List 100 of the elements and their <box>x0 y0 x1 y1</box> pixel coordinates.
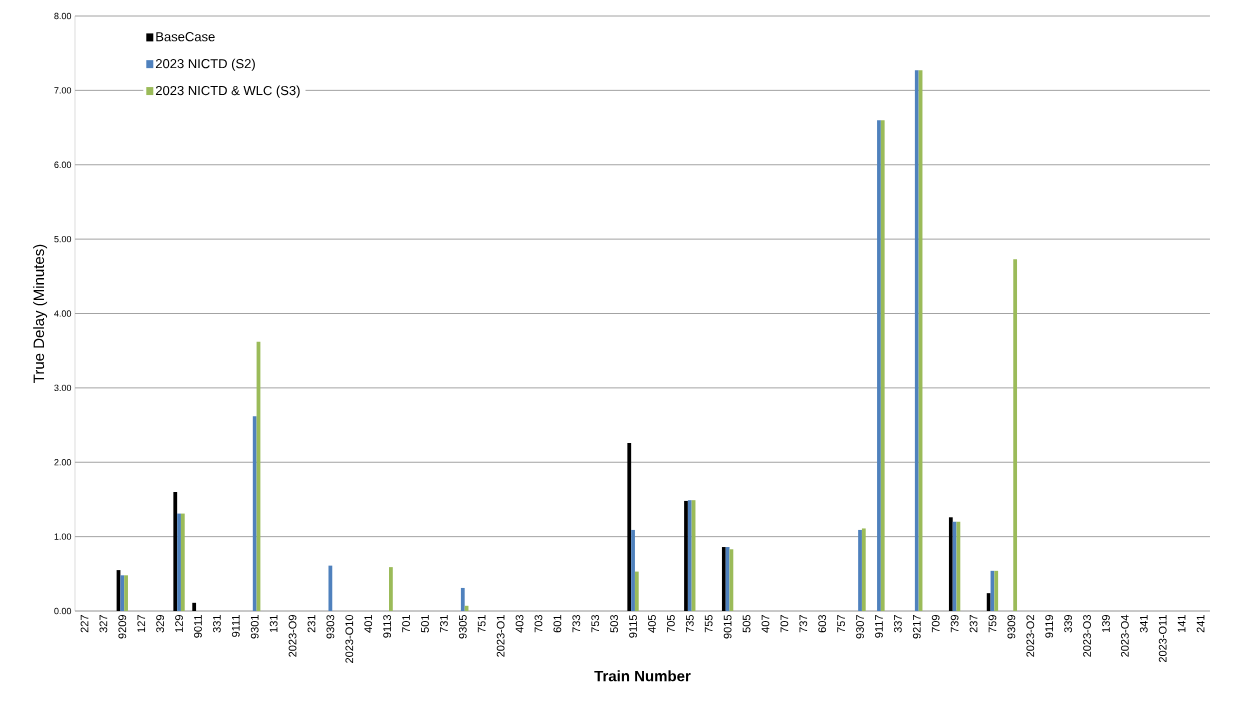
x-tick-label: 755 <box>704 615 713 633</box>
x-tick-label: 129 <box>175 615 183 633</box>
x-tick-label: 9309 <box>1007 615 1016 639</box>
x-tick-label: 753 <box>591 615 600 633</box>
x-tick-label: 9305 <box>458 615 467 639</box>
x-tick-label: 709 <box>931 615 940 633</box>
x-tick-label: 337 <box>893 615 902 633</box>
x-tick-label: 141 <box>1177 615 1186 633</box>
bar <box>1013 259 1018 611</box>
x-tick-label: 131 <box>269 615 278 633</box>
x-tick-label: 2023-O3 <box>1083 615 1091 657</box>
x-tick-label: 501 <box>421 615 429 633</box>
bar <box>721 547 726 611</box>
x-tick-label: 231 <box>307 615 316 633</box>
x-tick-label: 139 <box>1102 615 1110 633</box>
x-tick-label: 9011 <box>194 615 202 638</box>
x-tick-label: 405 <box>648 615 656 633</box>
x-tick-label: 241 <box>1196 615 1205 633</box>
x-tick-label: 9209 <box>118 615 127 639</box>
bar <box>877 120 881 611</box>
y-axis-title: True Delay (Minutes) <box>33 244 48 383</box>
x-tick-label: 2023-O11 <box>1158 615 1167 663</box>
bar <box>252 416 257 611</box>
bar <box>684 500 688 611</box>
x-tick-label: 9303 <box>326 615 335 639</box>
x-tick-label: 9113 <box>383 615 392 638</box>
y-tick-label: 6.00 <box>54 161 72 168</box>
x-tick-label: 403 <box>515 615 524 633</box>
bar <box>634 571 639 611</box>
x-tick-label: 9111 <box>231 615 240 637</box>
x-tick-label: 2023-O10 <box>345 614 354 663</box>
bar <box>948 517 953 611</box>
x-tick-label: 341 <box>1139 615 1148 633</box>
x-tick-label: 9119 <box>1045 615 1054 638</box>
x-tick-label: 327 <box>99 615 108 633</box>
x-tick-label: 2023-O4 <box>1120 614 1129 657</box>
x-tick-label: 2023-O1 <box>496 615 505 657</box>
bar <box>192 602 197 611</box>
bar <box>460 587 465 611</box>
x-tick-label: 331 <box>212 615 221 633</box>
x-tick-label: 227 <box>80 615 89 633</box>
bar <box>725 547 730 611</box>
x-tick-label: 739 <box>950 615 959 633</box>
bar <box>120 575 125 611</box>
bar <box>173 492 178 611</box>
x-tick-label: 2023-O9 <box>288 615 297 657</box>
x-tick-label: 339 <box>1064 615 1073 633</box>
x-tick-label: 707 <box>780 615 789 633</box>
x-tick-label: 603 <box>818 615 827 633</box>
y-tick-label: 2.00 <box>54 459 72 466</box>
x-tick-label: 737 <box>799 615 808 633</box>
x-tick-label: 9307 <box>856 615 864 639</box>
x-tick-label: 701 <box>402 615 410 633</box>
x-tick-label: 9115 <box>629 615 637 638</box>
bar <box>861 528 866 611</box>
x-tick-label: 703 <box>534 615 543 633</box>
x-tick-label: 237 <box>969 615 978 633</box>
legend-label: 2023 NICTD & WLC (S3) <box>155 85 300 98</box>
legend-label: 2023 NICTD (S2) <box>155 58 255 71</box>
x-tick-label: 759 <box>988 615 997 633</box>
x-tick-label: 751 <box>477 615 486 633</box>
bar <box>177 513 181 611</box>
bar <box>328 565 333 611</box>
y-tick-label: 8.00 <box>54 12 72 20</box>
legend-label: BaseCase <box>156 32 215 42</box>
y-tick-label: 3.00 <box>54 384 72 392</box>
bar <box>880 120 885 611</box>
y-tick-label: 7.00 <box>54 87 72 94</box>
bar <box>952 521 957 611</box>
y-tick-label: 5.00 <box>54 235 72 243</box>
y-tick-label: 1.00 <box>54 533 72 540</box>
x-tick-label: 9301 <box>250 615 259 639</box>
y-tick-label: 0.00 <box>54 607 72 615</box>
x-tick-label: 733 <box>572 615 581 633</box>
x-tick-label: 329 <box>156 615 165 633</box>
x-tick-label: 503 <box>610 615 619 633</box>
bar <box>914 70 919 611</box>
x-tick-label: 9015 <box>723 615 732 639</box>
x-tick-label: 735 <box>685 615 694 633</box>
x-tick-label: 9117 <box>875 615 883 638</box>
x-tick-label: 9217 <box>912 615 921 639</box>
x-tick-label: 2023-O2 <box>1026 615 1035 657</box>
bar <box>627 442 632 611</box>
bar <box>687 500 692 611</box>
bar <box>124 575 128 611</box>
bar <box>858 529 862 611</box>
x-tick-label: 127 <box>137 615 146 633</box>
bar <box>986 593 991 611</box>
bar <box>994 570 999 611</box>
x-tick-label: 757 <box>837 615 845 633</box>
x-axis-title: Train Number <box>594 670 691 682</box>
bar <box>631 529 635 611</box>
x-tick-label: 601 <box>553 615 562 633</box>
x-tick-label: 731 <box>439 615 448 633</box>
x-tick-label: 705 <box>666 615 675 633</box>
x-tick-label: 407 <box>761 615 770 633</box>
x-tick-label: 401 <box>364 615 373 633</box>
bar <box>389 567 393 611</box>
x-tick-label: 505 <box>742 615 751 633</box>
bar <box>180 513 185 611</box>
